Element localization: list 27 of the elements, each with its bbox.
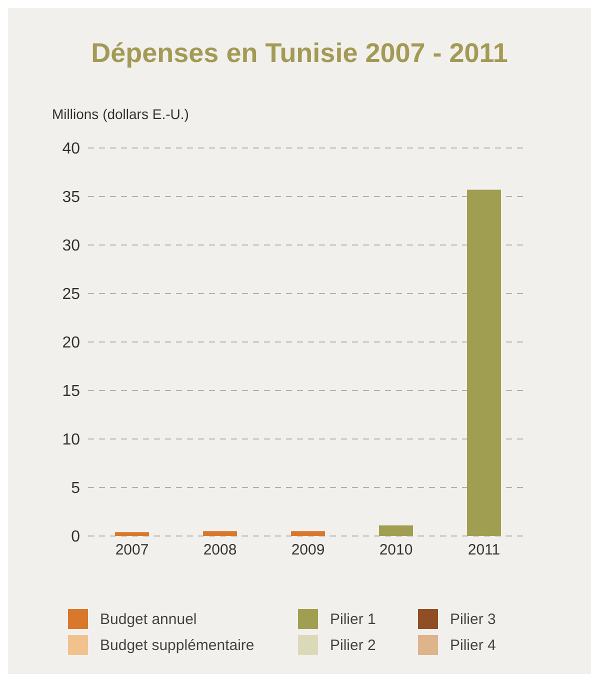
x-tick-label: 2009 — [291, 542, 325, 559]
y-tick-label: 25 — [62, 286, 80, 304]
legend-label: Pilier 2 — [330, 636, 376, 654]
chart-title: Dépenses en Tunisie 2007 - 2011 — [91, 38, 508, 68]
y-tick-label: 10 — [62, 432, 80, 449]
y-tick-label: 35 — [62, 189, 80, 206]
y-tick-label: 15 — [62, 383, 80, 400]
legend-label: Budget supplémentaire — [100, 636, 254, 654]
legend-label: Budget annuel — [100, 610, 197, 628]
bar — [467, 190, 501, 536]
x-tick-label: 2011 — [468, 542, 500, 559]
x-tick-label: 2010 — [379, 542, 413, 559]
y-tick-label: 0 — [71, 528, 80, 546]
y-tick-label: 5 — [71, 480, 80, 498]
bar — [379, 525, 413, 536]
legend-label: Pilier 4 — [450, 636, 496, 654]
y-tick-label: 20 — [62, 334, 80, 352]
x-tick-label: 2007 — [115, 542, 149, 559]
bar — [291, 531, 325, 536]
bar — [115, 532, 149, 536]
legend-label: Pilier 3 — [450, 610, 496, 628]
bar — [203, 531, 237, 536]
y-tick-label: 30 — [62, 238, 80, 255]
y-axis-title: Millions (dollars E.-U.) — [52, 106, 189, 122]
y-tick-label: 40 — [62, 140, 80, 158]
x-tick-label: 2008 — [203, 542, 237, 559]
legend-label: Pilier 1 — [330, 610, 376, 628]
